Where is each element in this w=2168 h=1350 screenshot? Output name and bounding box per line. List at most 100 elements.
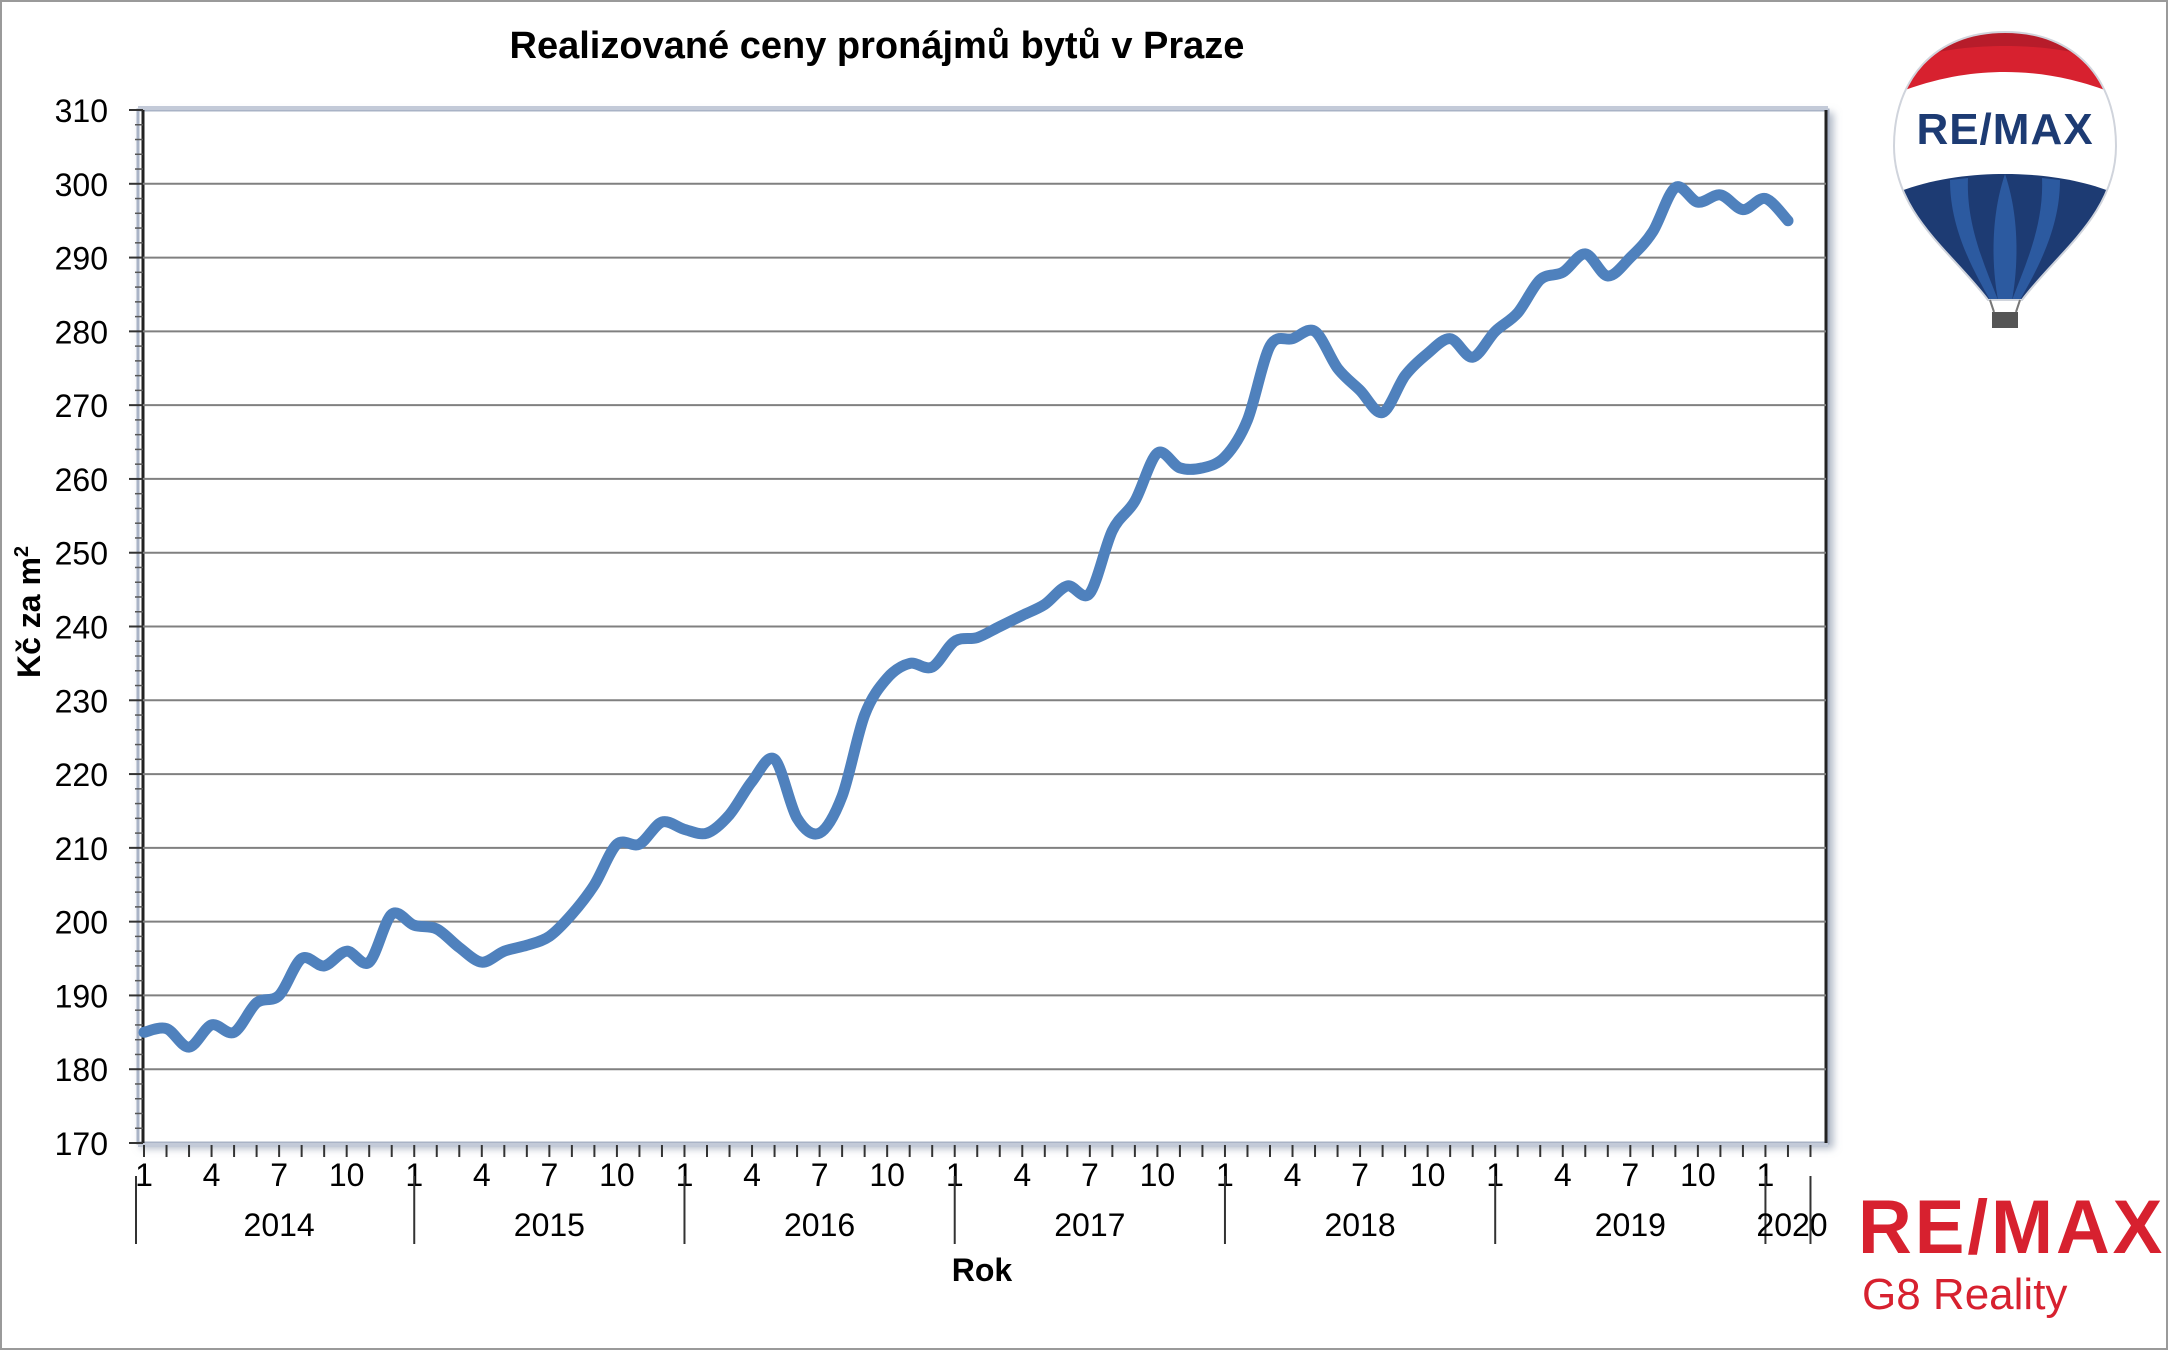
x-year-label: 2017 [1054,1207,1125,1243]
series-line [138,181,1794,1053]
data-point [796,817,798,819]
y-tick-label: 270 [55,388,108,424]
x-month-label: 1 [946,1157,964,1193]
x-month-label: 7 [270,1157,288,1193]
data-point [774,758,776,760]
data-point [503,950,505,952]
y-axis-label-superscript: 2 [11,546,33,557]
x-month-label: 7 [1351,1157,1369,1193]
data-point [481,961,483,963]
y-tick-label: 240 [55,610,108,646]
data-point [1517,312,1519,314]
x-month-label: 1 [1486,1157,1504,1193]
data-point [593,884,595,886]
data-point [751,781,753,782]
data-point [909,662,911,664]
data-point [661,821,663,823]
x-month-label: 10 [1680,1157,1716,1193]
data-point [143,1031,145,1033]
data-point [706,832,708,834]
x-month-label: 1 [135,1157,153,1193]
x-year-label: 2015 [514,1207,585,1243]
data-point [1044,603,1046,605]
x-month-label: 10 [869,1157,905,1193]
data-point [1449,338,1451,340]
y-axis-label-text: Kč za m [11,557,47,678]
balloon-basket [1992,312,2018,328]
y-tick-label: 290 [55,241,108,277]
x-month-label: 1 [1757,1157,1775,1193]
data-point [1314,330,1316,332]
data-point [256,1002,258,1004]
x-month-label: 10 [599,1157,635,1193]
line-chart: Realizované ceny pronájmů bytů v Praze 1… [11,25,1830,1288]
y-axis-label: Kč za m2 [11,546,47,678]
y-tick-label: 230 [55,683,108,719]
y-tick-label: 300 [55,167,108,203]
data-point [413,924,415,926]
data-point [1584,253,1586,255]
x-month-label: 7 [1621,1157,1639,1193]
series-layer [138,181,1794,1053]
gridlines [143,182,1826,1071]
x-year-label: 2014 [244,1207,315,1243]
data-point [1472,356,1474,358]
data-point [1607,275,1609,277]
data-point [1134,500,1136,502]
data-point [233,1031,235,1033]
x-month-label: 4 [1284,1157,1302,1193]
data-point [548,935,550,937]
data-point [616,843,618,845]
data-point [346,950,348,952]
data-point [954,640,956,642]
data-point [1066,585,1068,587]
data-point [1382,412,1384,413]
data-point [1427,353,1429,354]
x-month-label: 7 [540,1157,558,1193]
data-point [819,832,821,834]
data-point [1337,367,1339,369]
data-point [1674,187,1676,188]
y-tick-label: 280 [55,314,108,350]
x-month-label: 4 [1554,1157,1572,1193]
data-point [1539,279,1541,281]
y-tick-label: 210 [55,831,108,867]
brand-block: RE/MAX G8 Reality [1858,1190,2168,1320]
x-year-label: 2018 [1324,1207,1395,1243]
data-point [1201,467,1203,469]
data-point [1179,467,1181,469]
data-point [458,947,460,948]
x-month-label: 10 [329,1157,365,1193]
data-point [1089,592,1091,594]
data-point [1269,345,1271,347]
data-point [886,677,888,679]
balloon-rope-left [1989,299,1995,313]
y-tick-label: 180 [55,1052,108,1088]
data-point [1742,209,1744,211]
chart-title: Realizované ceny pronájmů bytů v Praze [510,25,1245,67]
data-point [436,928,438,930]
data-point [211,1024,213,1026]
brand-name: RE/MAX [1858,1185,2166,1270]
y-tick-label: 170 [55,1126,108,1162]
data-point [166,1028,167,1030]
y-tick-label: 200 [55,905,108,941]
data-point [1224,456,1226,458]
data-point [1292,338,1293,340]
data-point [368,961,370,963]
data-point [729,814,730,816]
data-point [1021,614,1023,616]
x-month-label: 1 [1216,1157,1234,1193]
data-point [976,637,978,639]
data-point [841,795,843,797]
x-month-label: 7 [1081,1157,1099,1193]
x-month-label: 4 [743,1157,761,1193]
balloon-rope-right [2015,299,2021,313]
y-axis-ticks: 170 180 190 200 210 220 230 240 250 260 270 280 290 3… [55,93,143,1162]
x-axis-label: Rok [952,1252,1013,1288]
data-point [1562,271,1564,273]
x-month-label: 7 [811,1157,829,1193]
x-axis-ticks: 1 4 7 10 2014 1 4 7 10 2015 1 4 7 10 2016 1 4 7 10 2017 1 4 7 1… [135,1145,1828,1244]
data-point [391,913,393,915]
y-tick-label: 310 [55,93,108,129]
